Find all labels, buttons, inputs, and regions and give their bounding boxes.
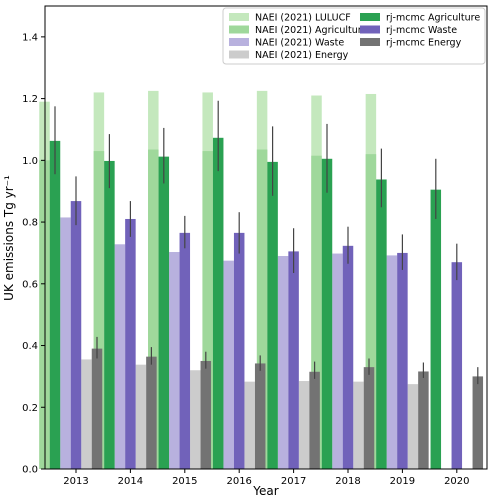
y-tick-label: 0.2: [22, 403, 38, 414]
x-tick-label: 2013: [63, 476, 88, 487]
bar-rj-mcmc-agriculture-2018: [321, 158, 333, 470]
bar-naei-2021-energy-2014: [135, 364, 147, 469]
bar-naei-2021-energy-2019: [407, 384, 419, 469]
x-tick-label: 2020: [444, 476, 469, 487]
bar-naei-2021-energy-2013: [81, 359, 92, 469]
y-tick-label: 0.8: [22, 218, 38, 229]
bar-rj-mcmc-agriculture-2020: [430, 189, 442, 469]
y-axis-label: UK emissions Tg yr⁻¹: [2, 175, 16, 301]
bar-naei-2021-agriculture-2018: [311, 155, 322, 469]
bar-rj-mcmc-agriculture-2019: [376, 179, 387, 469]
y-tick-label: 0.6: [22, 279, 38, 290]
bar-naei-2021-agriculture-2014: [93, 151, 105, 469]
y-axis-ticks: 0.0 0.2 0.4 0.6 0.8 1.0 1.2 1.4: [22, 32, 45, 476]
x-tick-label: 2018: [335, 476, 360, 487]
bar-rj-mcmc-waste-2014: [125, 218, 136, 469]
y-tick-label: 1.2: [22, 94, 38, 105]
legend-swatch: [229, 25, 249, 34]
bar-naei-2021-agriculture-2017: [256, 149, 268, 469]
bar-rj-mcmc-agriculture-2016: [212, 137, 224, 470]
bar-naei-2021-energy-2018: [353, 381, 364, 469]
legend-label: NAEI (2021) Agriculture: [255, 25, 367, 36]
bar-rj-mcmc-agriculture-2013: [49, 140, 61, 469]
legend-label: rj-mcmc Energy: [386, 38, 462, 49]
x-axis-ticks: 2013 2014 2015 2016 2017 2018 2019 2020: [63, 469, 470, 487]
error-bar-layer: [54, 100, 479, 385]
bar-naei-2021-waste-2018: [332, 253, 343, 469]
bar-rj-mcmc-waste-2018: [342, 245, 354, 469]
y-tick-label: 1.0: [22, 156, 38, 167]
bar-rj-mcmc-waste-2016: [233, 232, 245, 469]
bar-naei-2021-waste-2013: [60, 217, 71, 469]
bar-rj-mcmc-waste-2017: [288, 251, 299, 469]
bar-naei-2021-agriculture-2016: [202, 151, 213, 469]
bar-naei-2021-waste-2017: [277, 256, 289, 469]
bar-naei-2021-energy-2015: [190, 370, 201, 469]
bar-rj-mcmc-energy-2018: [363, 367, 375, 469]
x-axis-label: Year: [252, 484, 278, 498]
x-tick-label: 2015: [172, 476, 197, 487]
bar-rj-mcmc-agriculture-2014: [104, 160, 115, 469]
bar-rj-mcmc-waste-2013: [70, 201, 82, 469]
bar-naei-2021-waste-2015: [169, 252, 180, 469]
legend-label: rj-mcmc Agriculture: [386, 13, 480, 24]
plot-frame: [44, 5, 488, 470]
legend-label: NAEI (2021) LULUCF: [255, 13, 351, 24]
x-tick-label: 2016: [226, 476, 251, 487]
bar-naei-2021-agriculture-2015: [148, 149, 159, 469]
bar-rj-mcmc-waste-2019: [397, 252, 408, 469]
bar-rj-mcmc-energy-2015: [200, 360, 212, 469]
bar-rj-mcmc-energy-2013: [91, 348, 103, 469]
bar-rj-mcmc-waste-2020: [451, 262, 463, 469]
bar-rj-mcmc-agriculture-2015: [158, 156, 170, 469]
y-tick-label: 0.4: [22, 341, 38, 352]
bar-naei-2021-waste-2016: [223, 260, 234, 469]
legend-swatch: [229, 50, 249, 59]
bar-naei-2021-agriculture-2019: [365, 154, 377, 469]
bar-rj-mcmc-agriculture-2017: [267, 161, 278, 469]
bar-rj-mcmc-waste-2015: [179, 232, 191, 469]
bar-rj-mcmc-energy-2017: [309, 371, 320, 469]
x-tick-label: 2014: [118, 476, 143, 487]
bar-rj-mcmc-energy-2020: [472, 376, 484, 469]
legend-label: rj-mcmc Waste: [386, 25, 457, 36]
legend-swatch: [360, 25, 380, 34]
bar-naei-2021-energy-2016: [244, 381, 255, 469]
bar-naei-2021-waste-2014: [114, 244, 126, 469]
y-tick-label: 1.4: [22, 32, 38, 43]
legend-swatch: [360, 13, 380, 21]
legend-label: NAEI (2021) Energy: [255, 50, 349, 61]
bar-rj-mcmc-energy-2014: [146, 356, 157, 469]
legend-swatch: [229, 13, 249, 21]
legend-swatch: [229, 38, 249, 46]
bar-naei-2021-energy-2017: [298, 381, 310, 469]
legend-frame: [222, 7, 486, 65]
x-tick-label: 2017: [281, 476, 306, 487]
y-tick-label: 0.0: [22, 465, 38, 476]
bar-rj-mcmc-energy-2019: [418, 371, 429, 469]
bar-rj-mcmc-energy-2016: [254, 363, 266, 469]
legend-swatch: [360, 38, 380, 46]
bar-naei-2021-waste-2019: [386, 255, 398, 469]
legend-label: NAEI (2021) Waste: [255, 38, 344, 49]
x-tick-label: 2019: [390, 476, 415, 487]
